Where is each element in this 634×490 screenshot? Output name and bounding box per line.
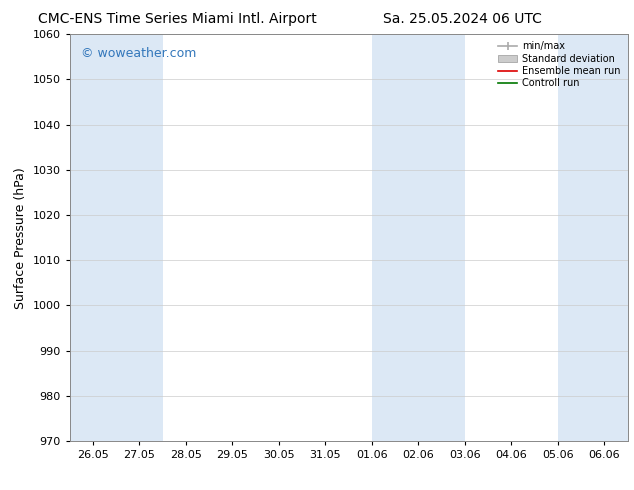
Bar [372,34,418,441]
Y-axis label: Surface Pressure (hPa): Surface Pressure (hPa) [14,167,27,309]
Bar [604,34,628,441]
Bar [70,34,116,441]
Bar [418,34,465,441]
Bar [558,34,604,441]
Text: CMC-ENS Time Series Miami Intl. Airport: CMC-ENS Time Series Miami Intl. Airport [38,12,317,26]
Text: © woweather.com: © woweather.com [81,47,197,59]
Bar [116,34,163,441]
Legend: min/max, Standard deviation, Ensemble mean run, Controll run: min/max, Standard deviation, Ensemble me… [494,37,624,92]
Text: Sa. 25.05.2024 06 UTC: Sa. 25.05.2024 06 UTC [384,12,542,26]
